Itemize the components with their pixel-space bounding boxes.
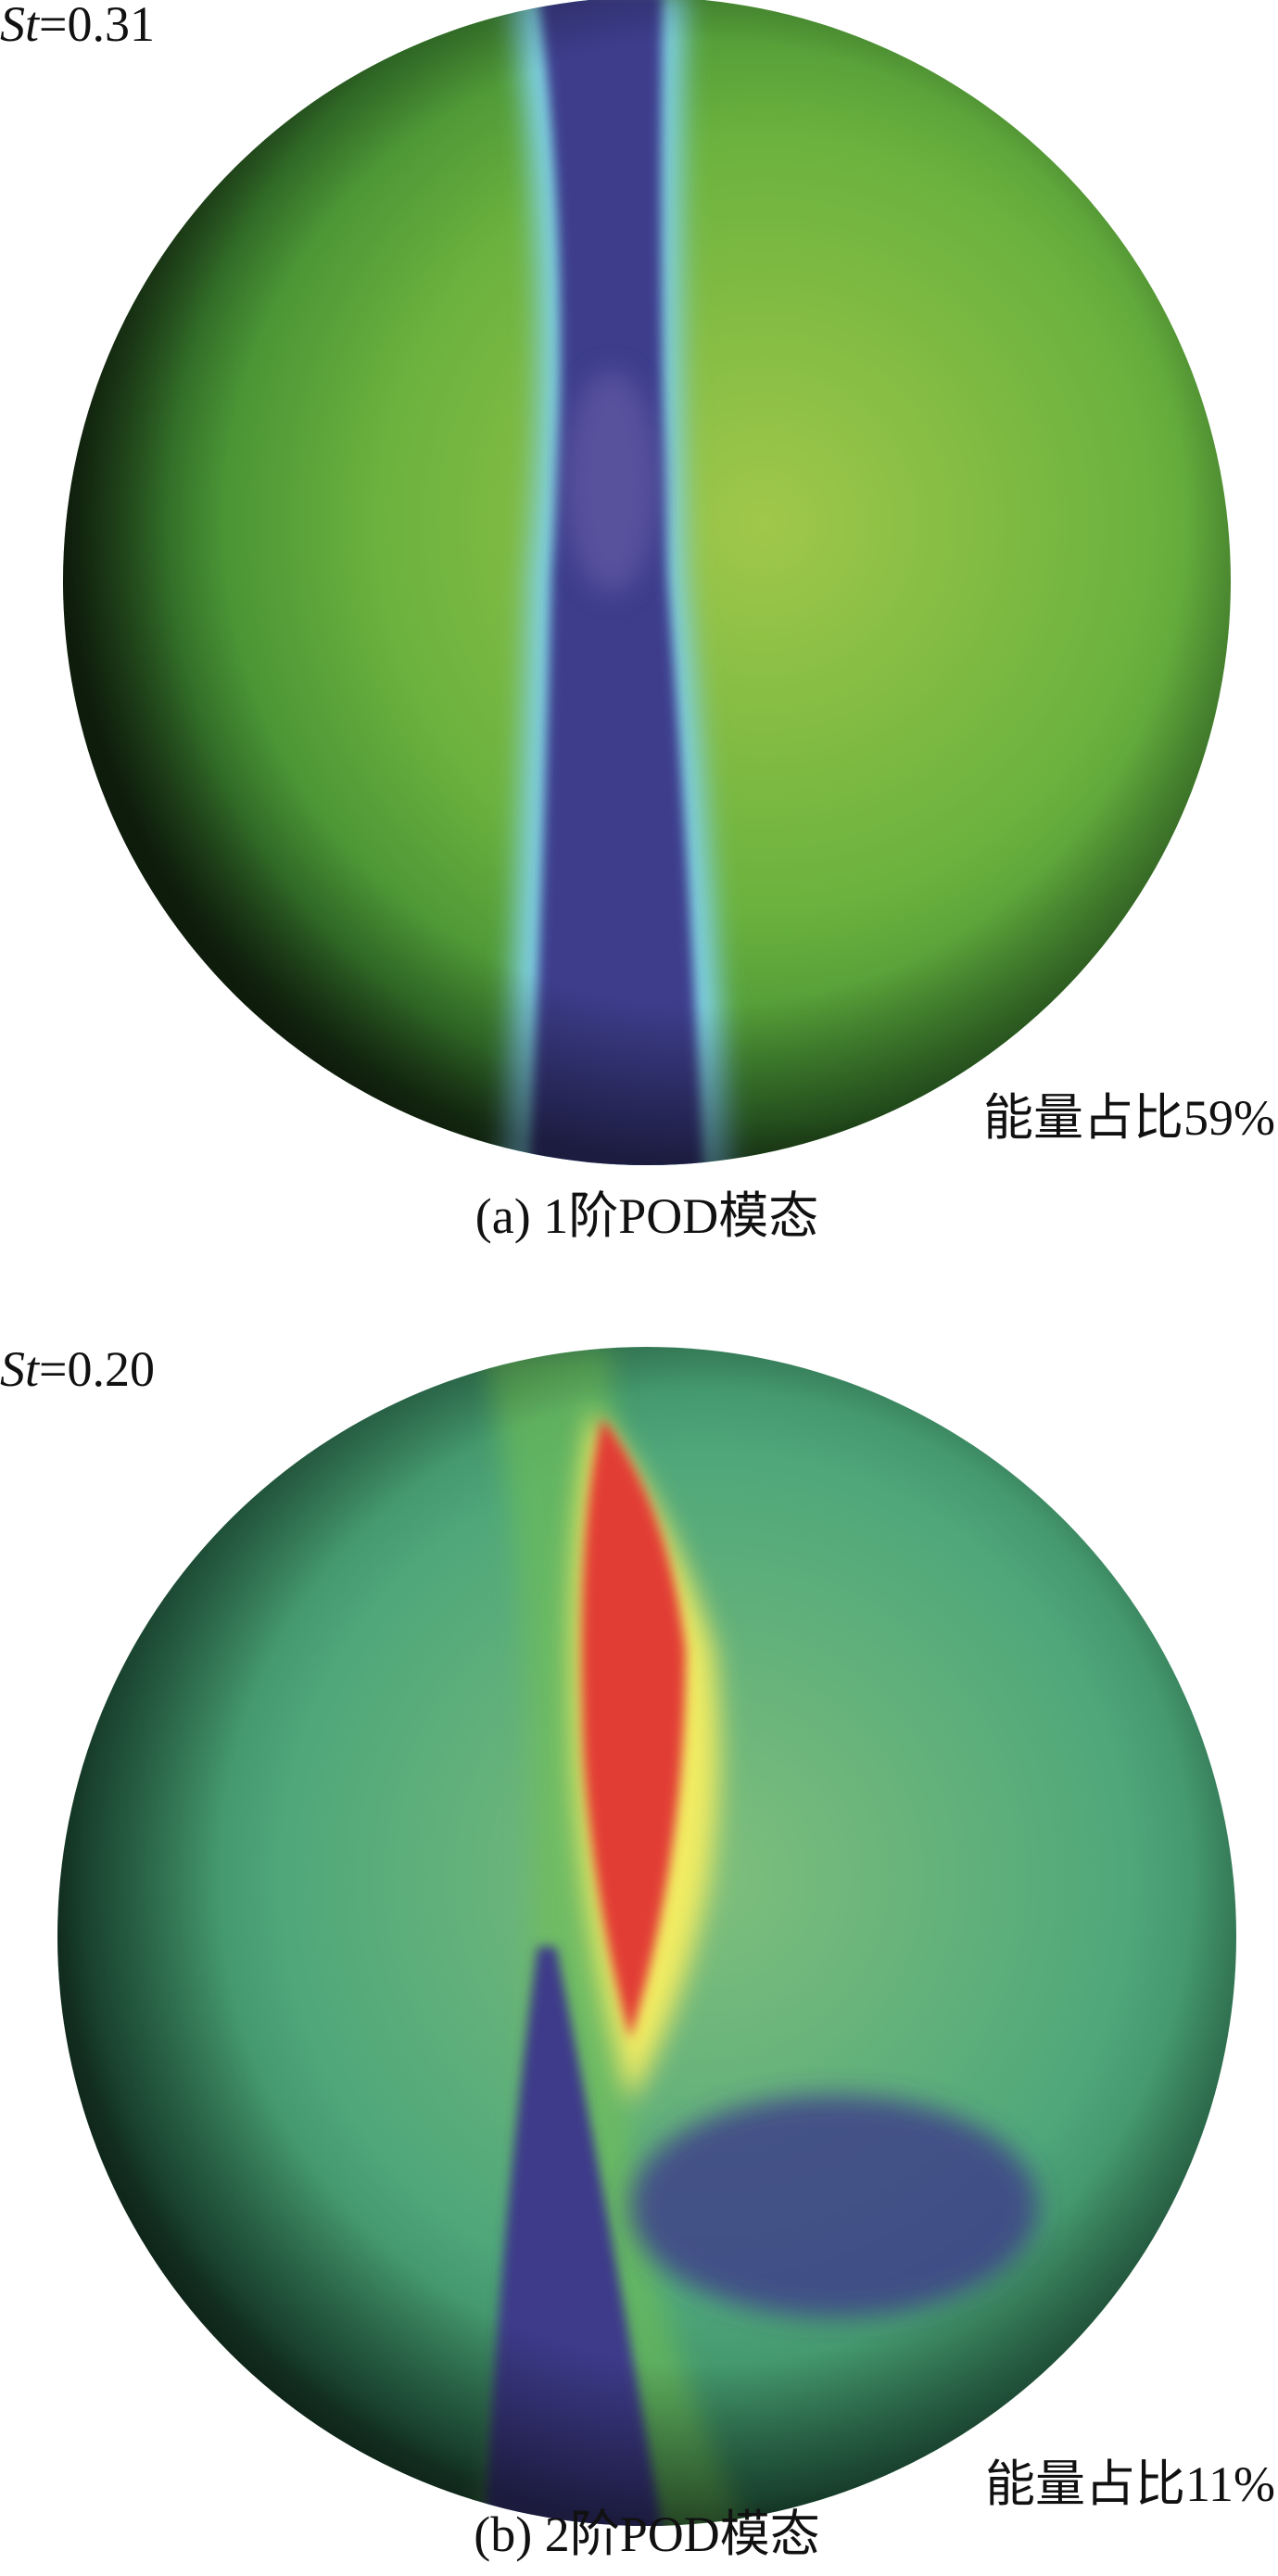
- sphere-b: [57, 1347, 1236, 2526]
- strouhal-label: St=0.31: [0, 0, 155, 52]
- caption: (a) 1阶POD模态: [475, 1188, 818, 1244]
- st-symbol: St: [0, 1341, 41, 1397]
- energy-ratio: 能量占比59%: [983, 1090, 1275, 1146]
- caption: (b) 2阶POD模态: [474, 2506, 820, 2562]
- st-value: =0.31: [39, 0, 155, 52]
- strouhal-label: St=0.20: [0, 1341, 155, 1397]
- st-value: =0.20: [39, 1341, 155, 1397]
- energy-ratio: 能量占比11%: [985, 2456, 1275, 2512]
- sphere-a: [63, 0, 1231, 1165]
- st-symbol: St: [0, 0, 41, 52]
